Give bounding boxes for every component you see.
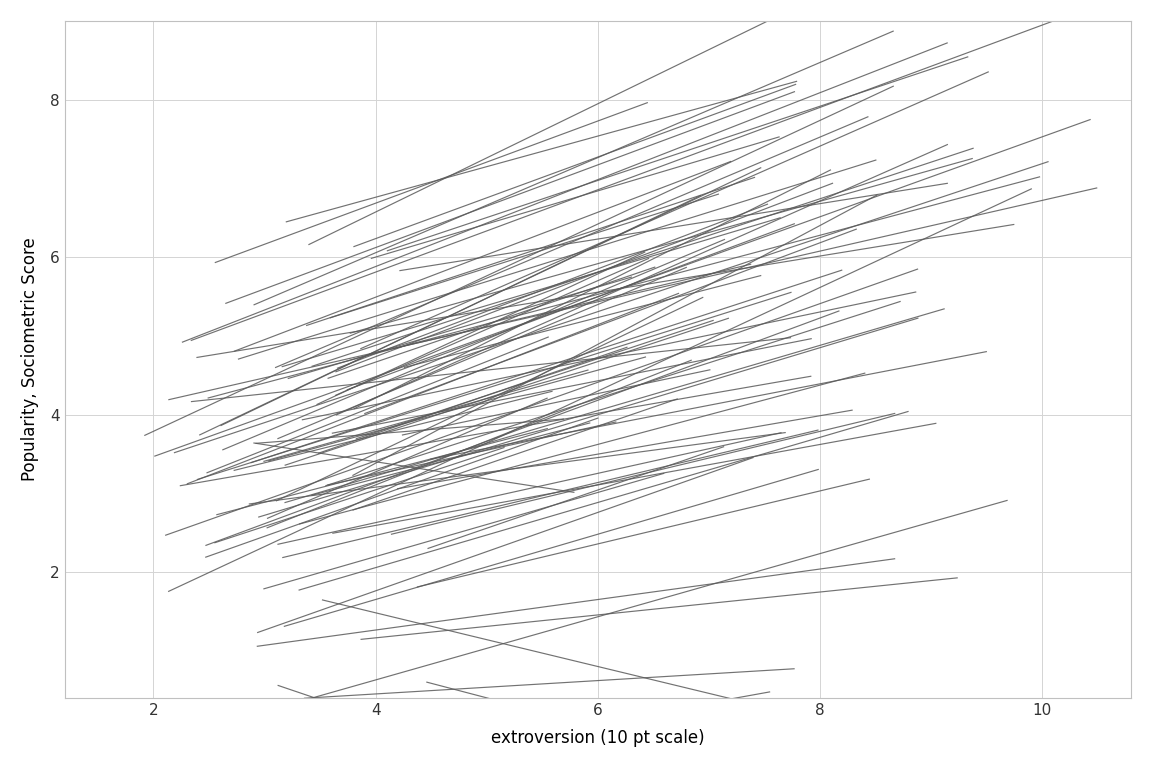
X-axis label: extroversion (10 pt scale): extroversion (10 pt scale) — [491, 729, 705, 747]
Y-axis label: Popularity, Sociometric Score: Popularity, Sociometric Score — [21, 237, 39, 482]
